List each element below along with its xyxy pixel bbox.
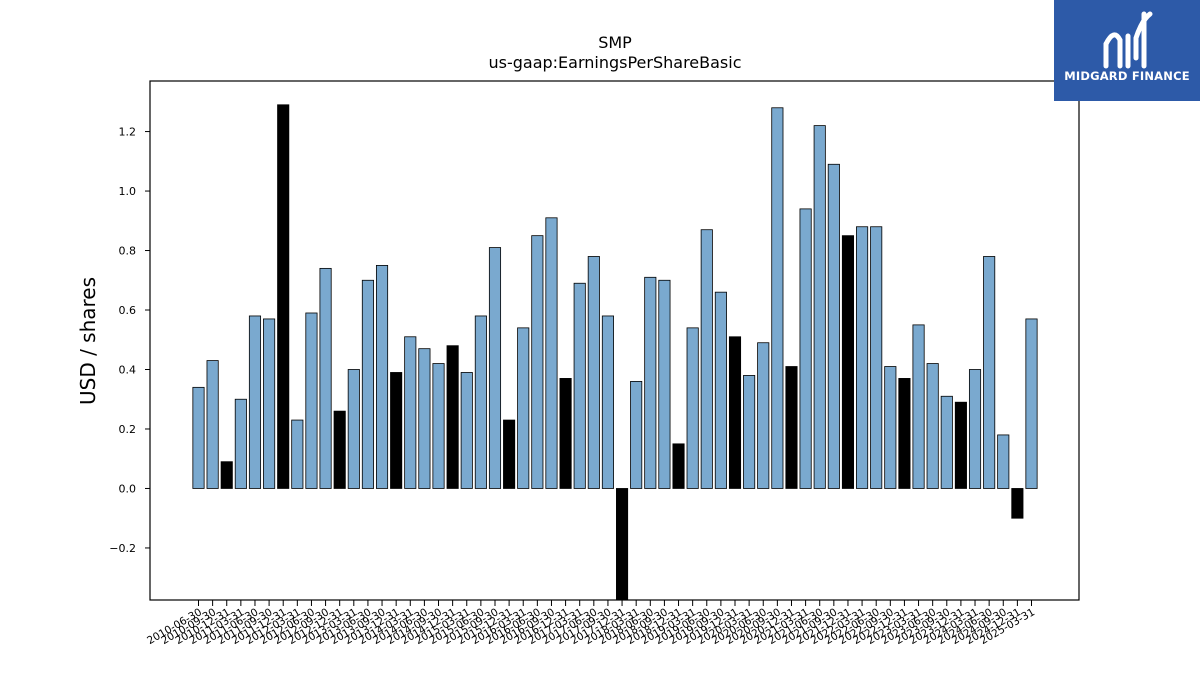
bar-2015-12-31 bbox=[503, 419, 516, 489]
bar-2021-09-30 bbox=[827, 163, 840, 489]
bar-2013-06-30 bbox=[361, 279, 374, 489]
bar-2011-09-30 bbox=[263, 318, 276, 489]
bar-2021-12-31 bbox=[841, 235, 854, 489]
midgard-logo-icon bbox=[1103, 11, 1153, 69]
bar-2020-09-30 bbox=[771, 107, 784, 489]
bar-2014-03-31 bbox=[404, 336, 417, 489]
bar-2018-03-31 bbox=[630, 380, 643, 489]
bar-2024-09-30 bbox=[997, 434, 1010, 489]
brand-logo: MIDGARD FINANCE bbox=[1054, 0, 1200, 101]
bar-2012-09-30 bbox=[319, 267, 332, 489]
y-tick-label: −0.2 bbox=[109, 542, 136, 555]
bar-2021-03-31 bbox=[799, 208, 812, 489]
bar-2014-06-30 bbox=[418, 348, 431, 489]
y-tick-label: 0.6 bbox=[119, 304, 137, 317]
bar-2020-03-31 bbox=[743, 375, 756, 489]
bar-2016-06-30 bbox=[531, 235, 544, 489]
bar-2019-06-30 bbox=[700, 229, 713, 489]
chart-title: SMP bbox=[598, 33, 632, 52]
bar-2016-03-31 bbox=[517, 327, 530, 489]
bar-2010-12-31 bbox=[220, 461, 233, 489]
y-tick-label: 1.0 bbox=[119, 185, 137, 198]
bar-2022-03-31 bbox=[856, 226, 869, 489]
y-tick-label: 0.4 bbox=[119, 363, 137, 376]
bar-2015-03-31 bbox=[460, 372, 473, 489]
bar-2017-06-30 bbox=[587, 256, 600, 489]
bar-2019-12-31 bbox=[728, 336, 742, 489]
bar-2017-03-31 bbox=[573, 282, 586, 489]
bar-2013-03-31 bbox=[347, 369, 360, 489]
bar-2018-06-30 bbox=[644, 276, 657, 489]
bar-2020-12-31 bbox=[785, 366, 798, 489]
bar-2013-12-31 bbox=[390, 372, 403, 489]
bar-2013-09-30 bbox=[375, 264, 389, 489]
chart-subtitle: us-gaap:EarningsPerShareBasic bbox=[488, 53, 741, 72]
bars-group bbox=[192, 104, 1038, 601]
y-axis-label: USD / shares bbox=[76, 277, 100, 405]
y-tick-label: 1.2 bbox=[119, 126, 137, 139]
bar-2023-09-30 bbox=[940, 395, 953, 489]
bar-2021-06-30 bbox=[813, 125, 826, 489]
bar-2024-06-30 bbox=[983, 256, 996, 489]
bar-2017-09-30 bbox=[601, 315, 614, 489]
bar-2022-06-30 bbox=[870, 226, 883, 489]
bar-2023-03-31 bbox=[912, 324, 925, 489]
bar-2025-03-31 bbox=[1025, 318, 1038, 489]
plot-frame bbox=[149, 80, 1080, 601]
y-tick-label: 0.8 bbox=[119, 245, 137, 258]
bar-2011-03-31 bbox=[234, 398, 247, 489]
bar-2023-06-30 bbox=[926, 363, 939, 489]
bar-2023-12-31 bbox=[954, 401, 967, 489]
bar-2011-12-31 bbox=[277, 104, 290, 489]
brand-name: MIDGARD FINANCE bbox=[1064, 69, 1190, 83]
bar-2018-09-30 bbox=[658, 279, 671, 489]
bar-2017-12-31 bbox=[616, 488, 629, 601]
bar-2012-03-31 bbox=[291, 419, 304, 489]
bar-2014-09-30 bbox=[432, 363, 445, 489]
bar-2020-06-30 bbox=[757, 342, 770, 489]
bar-2016-12-31 bbox=[559, 378, 572, 489]
y-tick-label: 0.2 bbox=[119, 423, 137, 436]
bar-2015-06-30 bbox=[474, 315, 487, 489]
y-tick-label: 0.0 bbox=[119, 482, 137, 495]
bar-2024-03-31 bbox=[968, 369, 982, 489]
bar-2019-09-30 bbox=[714, 291, 727, 489]
x-axis-ticks: 2010-06-302010-09-302010-12-312011-03-31… bbox=[145, 600, 1037, 647]
bar-2010-06-30 bbox=[192, 386, 205, 489]
bar-2010-09-30 bbox=[206, 360, 219, 489]
bar-2012-06-30 bbox=[305, 312, 318, 489]
bar-2019-03-31 bbox=[686, 327, 699, 489]
bar-2024-12-31 bbox=[1011, 488, 1024, 519]
bar-2011-06-30 bbox=[248, 315, 262, 489]
bar-2016-09-30 bbox=[545, 217, 558, 489]
y-axis-ticks: −0.2 0.0 0.2 0.4 0.6 0.8 1.0 1.2 bbox=[109, 126, 150, 555]
bar-2022-09-30 bbox=[884, 366, 897, 489]
bar-2012-12-31 bbox=[333, 410, 346, 489]
bar-2014-12-31 bbox=[446, 345, 459, 489]
bar-2015-09-30 bbox=[488, 247, 502, 489]
bar-2022-12-31 bbox=[898, 378, 911, 489]
bar-2018-12-31 bbox=[672, 443, 685, 489]
